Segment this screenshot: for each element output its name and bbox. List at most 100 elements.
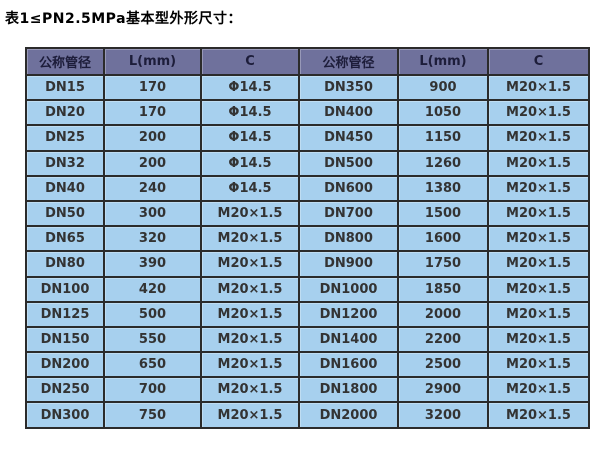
table-cell: M20×1.5 — [487, 149, 590, 177]
table-cell: DN1400 — [298, 325, 399, 354]
table-header-row: 公称管径 L(mm) C 公称管径 L(mm) C — [25, 47, 590, 76]
table-row: DN250 700 M20×1.5 DN1800 2900 M20×1.5 — [25, 376, 590, 404]
table-cell: 1500 — [397, 199, 489, 228]
table-cell: DN900 — [298, 250, 399, 278]
table-cell: M20×1.5 — [200, 275, 300, 303]
table-cell: M20×1.5 — [200, 351, 300, 379]
table-cell: DN800 — [298, 225, 399, 253]
table-cell: 2000 — [397, 300, 489, 328]
table-row: DN40 240 Φ14.5 DN600 1380 M20×1.5 — [25, 174, 590, 202]
table-cell: DN600 — [298, 174, 399, 202]
table-cell: 1260 — [397, 149, 489, 177]
table-cell: DN80 — [25, 250, 105, 278]
table-cell: DN1800 — [298, 376, 399, 404]
table-cell: Φ14.5 — [200, 73, 300, 102]
table-cell: 750 — [103, 401, 202, 429]
table-cell: DN25 — [25, 124, 105, 152]
table-cell: 200 — [103, 149, 202, 177]
table-cell: 300 — [103, 199, 202, 228]
table-cell: DN200 — [25, 351, 105, 379]
table-cell: DN350 — [298, 73, 399, 102]
table-cell: 1850 — [397, 275, 489, 303]
table-cell: 3200 — [397, 401, 489, 429]
table-cell: DN1200 — [298, 300, 399, 328]
table-cell: M20×1.5 — [487, 124, 590, 152]
header-cell-nominal-diameter-left: 公称管径 — [25, 47, 105, 76]
table-cell: DN20 — [25, 99, 105, 127]
table-cell: DN500 — [298, 149, 399, 177]
table-cell: M20×1.5 — [487, 99, 590, 127]
table-cell: 240 — [103, 174, 202, 202]
table-row: DN300 750 M20×1.5 DN2000 3200 M20×1.5 — [25, 401, 590, 429]
table-cell: 2900 — [397, 376, 489, 404]
table-cell: M20×1.5 — [200, 325, 300, 354]
table-cell: M20×1.5 — [487, 250, 590, 278]
table-cell: M20×1.5 — [200, 199, 300, 228]
table-cell: DN15 — [25, 73, 105, 102]
table-row: DN100 420 M20×1.5 DN1000 1850 M20×1.5 — [25, 275, 590, 303]
header-cell-c-right: C — [487, 47, 590, 76]
header-cell-c-left: C — [200, 47, 300, 76]
table-row: DN25 200 Φ14.5 DN450 1150 M20×1.5 — [25, 124, 590, 152]
dimensions-table: 公称管径 L(mm) C 公称管径 L(mm) C DN15 170 Φ14.5 DN… — [25, 47, 590, 429]
table-cell: 900 — [397, 73, 489, 102]
table-cell: 170 — [103, 73, 202, 102]
table-cell: DN1600 — [298, 351, 399, 379]
table-cell: 1600 — [397, 225, 489, 253]
table-cell: DN450 — [298, 124, 399, 152]
header-cell-nominal-diameter-right: 公称管径 — [298, 47, 399, 76]
table-cell: 2500 — [397, 351, 489, 379]
table-cell: 170 — [103, 99, 202, 127]
table-cell: DN100 — [25, 275, 105, 303]
table-cell: DN250 — [25, 376, 105, 404]
header-cell-length-left: L(mm) — [103, 47, 202, 76]
table-cell: 700 — [103, 376, 202, 404]
table-cell: DN2000 — [298, 401, 399, 429]
header-cell-length-right: L(mm) — [397, 47, 489, 76]
table-cell: 550 — [103, 325, 202, 354]
table-cell: Φ14.5 — [200, 99, 300, 127]
table-cell: M20×1.5 — [200, 300, 300, 328]
table-cell: M20×1.5 — [487, 225, 590, 253]
table-row: DN150 550 M20×1.5 DN1400 2200 M20×1.5 — [25, 325, 590, 354]
table-cell: Φ14.5 — [200, 149, 300, 177]
table-row: DN50 300 M20×1.5 DN700 1500 M20×1.5 — [25, 199, 590, 228]
table-body: DN15 170 Φ14.5 DN350 900 M20×1.5 DN20 170 Φ14.5 D… — [25, 73, 590, 429]
table-cell: 650 — [103, 351, 202, 379]
table-cell: Φ14.5 — [200, 174, 300, 202]
table-cell: Φ14.5 — [200, 124, 300, 152]
table-cell: 420 — [103, 275, 202, 303]
table-cell: 200 — [103, 124, 202, 152]
table-cell: M20×1.5 — [487, 401, 590, 429]
table-cell: M20×1.5 — [200, 250, 300, 278]
table-cell: M20×1.5 — [487, 275, 590, 303]
table-cell: M20×1.5 — [487, 325, 590, 354]
table-cell: 2200 — [397, 325, 489, 354]
table-cell: M20×1.5 — [487, 376, 590, 404]
table-cell: M20×1.5 — [200, 225, 300, 253]
table-row: DN32 200 Φ14.5 DN500 1260 M20×1.5 — [25, 149, 590, 177]
table-cell: M20×1.5 — [487, 300, 590, 328]
table-cell: DN700 — [298, 199, 399, 228]
table-cell: DN32 — [25, 149, 105, 177]
table-cell: M20×1.5 — [487, 174, 590, 202]
table-cell: DN40 — [25, 174, 105, 202]
table-header: 公称管径 L(mm) C 公称管径 L(mm) C — [25, 47, 590, 76]
table-cell: M20×1.5 — [487, 351, 590, 379]
page-title: 表1≤PN2.5MPa基本型外形尺寸： — [5, 11, 243, 27]
table-cell: 390 — [103, 250, 202, 278]
table-row: DN80 390 M20×1.5 DN900 1750 M20×1.5 — [25, 250, 590, 278]
table-cell: 1750 — [397, 250, 489, 278]
table-cell: 1380 — [397, 174, 489, 202]
table-cell: M20×1.5 — [200, 376, 300, 404]
table-cell: DN400 — [298, 99, 399, 127]
table-cell: M20×1.5 — [487, 73, 590, 102]
table-cell: M20×1.5 — [487, 199, 590, 228]
table-cell: DN50 — [25, 199, 105, 228]
table-row: DN20 170 Φ14.5 DN400 1050 M20×1.5 — [25, 99, 590, 127]
table-cell: DN125 — [25, 300, 105, 328]
table-cell: DN150 — [25, 325, 105, 354]
table-cell: 1150 — [397, 124, 489, 152]
table-row: DN200 650 M20×1.5 DN1600 2500 M20×1.5 — [25, 351, 590, 379]
